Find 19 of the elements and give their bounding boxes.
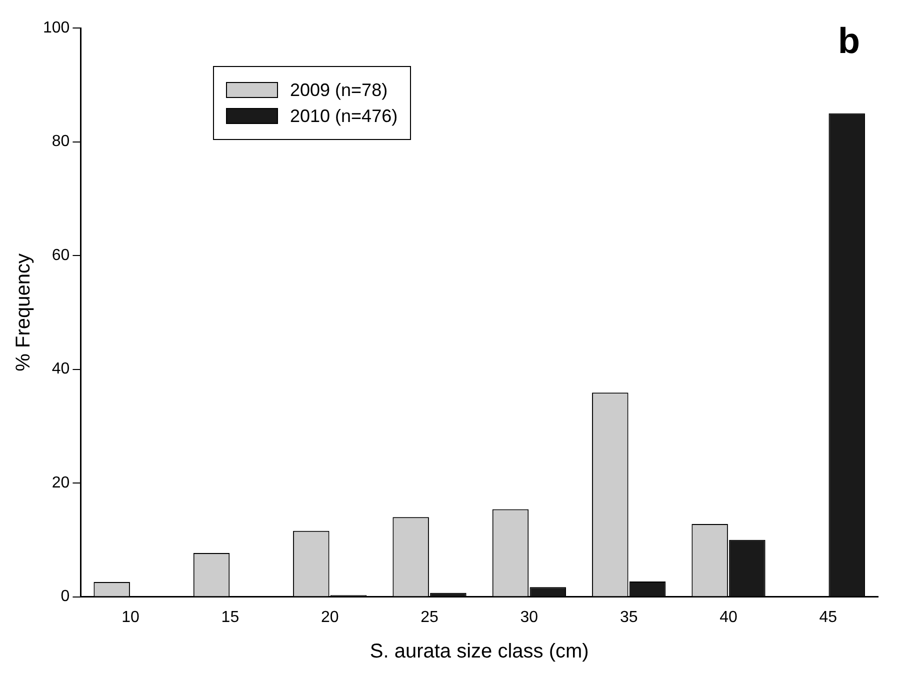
legend-label: 2010 (n=476) [290,105,398,128]
x-tick-label: 20 [320,608,339,626]
y-tick-label: 80 [52,133,70,150]
x-axis-title: S. aurata size class (cm) [370,640,589,663]
x-tick-label: 45 [819,608,838,626]
x-tick-label: 30 [520,608,538,626]
annotation: b [838,20,860,62]
y-axis-title: % Frequency [12,253,35,372]
x-tick-label: 35 [620,608,638,626]
y-tick-label: 100 [42,19,70,36]
y-tick-label: 60 [52,246,70,264]
y-tick-label: 40 [52,360,70,378]
x-tick-label: 15 [221,608,240,626]
x-tick-label: 10 [122,608,140,626]
legend-label: 2009 (n=78) [290,79,388,102]
y-tick-label: 20 [52,474,70,492]
y-tick-label: 0 [60,588,70,606]
x-tick-label: 25 [420,608,439,626]
x-tick-label: 40 [720,608,738,626]
